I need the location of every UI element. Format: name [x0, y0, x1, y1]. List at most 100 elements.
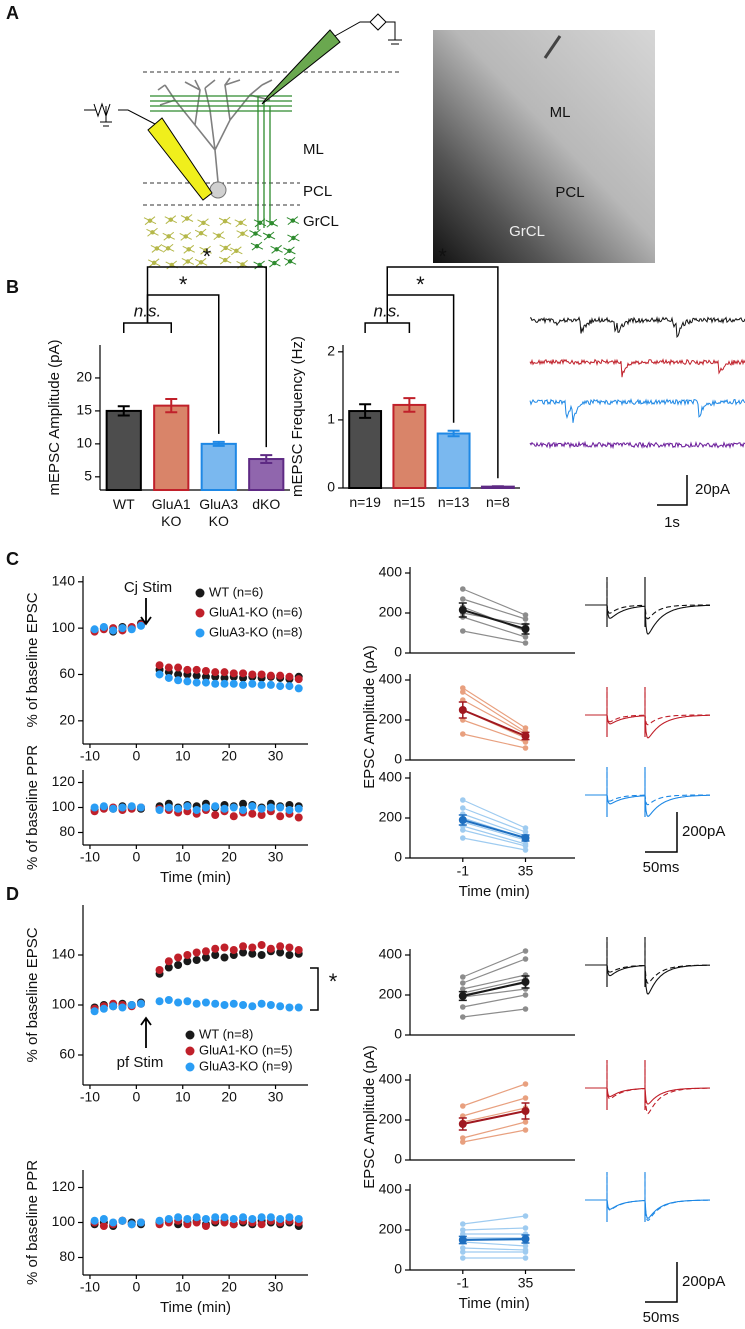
significance-bracket: [364, 322, 411, 333]
data-point: [229, 679, 238, 688]
data-point: [239, 942, 248, 951]
data-point: [164, 996, 173, 1004]
data-point: [155, 1216, 164, 1225]
granule-soma: [168, 217, 173, 222]
cell-point: [460, 1231, 466, 1237]
x-tick-label: 0: [132, 748, 140, 764]
data-point: [164, 803, 173, 812]
bar: [392, 403, 427, 489]
cell-line: [462, 988, 526, 998]
cell-point: [460, 1227, 466, 1233]
data-point: [192, 999, 201, 1008]
cell-point: [460, 1139, 466, 1145]
cell-point: [522, 1127, 529, 1133]
y-tick-label: 400: [379, 671, 403, 687]
significance-label: *: [203, 244, 212, 269]
mean-point: [521, 978, 530, 986]
error-bar: [117, 405, 130, 417]
bar: [248, 458, 285, 492]
legend-label: GluA1-KO (n=6): [209, 604, 303, 619]
cell-line: [462, 1215, 526, 1225]
significance-bracket: [123, 322, 172, 333]
x-tick-label: 10: [175, 849, 191, 865]
significance-label: *: [416, 272, 425, 297]
data-point: [174, 1213, 183, 1222]
cell-line: [462, 799, 526, 829]
y-tick-label: 200: [379, 986, 403, 1002]
granule-soma: [272, 260, 277, 266]
legend-marker: [195, 588, 205, 598]
x-axis-label: Time (min): [160, 1299, 231, 1316]
data-point: [183, 951, 192, 959]
data-point: [229, 999, 238, 1008]
purkinje-soma: [209, 181, 227, 199]
scale-bar: [657, 475, 688, 506]
mean-point: [458, 1120, 467, 1128]
data-point: [174, 961, 183, 969]
micrograph-pipette: [543, 35, 562, 59]
x-tick-label: -10: [80, 849, 100, 865]
data-point: [276, 671, 285, 680]
cell-point: [460, 974, 466, 980]
cell-point: [460, 596, 466, 602]
data-point: [127, 625, 136, 634]
data-point: [211, 999, 220, 1008]
cell-point: [522, 843, 529, 849]
granule-soma: [198, 260, 204, 265]
cell-point: [522, 829, 529, 835]
data-point: [248, 943, 257, 952]
data-point: [294, 813, 303, 822]
data-point: [174, 804, 183, 813]
data-point: [276, 812, 285, 821]
significance-label: *: [329, 969, 338, 994]
data-point: [183, 802, 192, 811]
stim-arrow: [140, 1016, 152, 1048]
cell-line: [462, 994, 526, 1008]
y-tick-label: 140: [52, 946, 76, 962]
mean-line: [462, 819, 526, 839]
data-point: [220, 673, 229, 682]
data-point: [201, 1222, 210, 1230]
mean-line: [462, 709, 526, 737]
data-point: [118, 1003, 127, 1012]
scale-label: 1s: [664, 514, 680, 531]
mepsc-trace: [529, 358, 745, 378]
data-point: [183, 677, 192, 686]
cell-line: [462, 978, 526, 994]
y-axis-label: mEPSC Frequency (Hz): [289, 336, 306, 497]
granule-soma: [203, 248, 208, 253]
granule-soma: [150, 230, 155, 235]
data-point: [276, 803, 285, 812]
y-axis-label: EPSC Amplitude (pA): [361, 645, 378, 788]
data-point: [118, 1216, 127, 1225]
error-bar: [359, 403, 372, 419]
x-tick-label: GluA3 KO: [199, 496, 239, 529]
cell-point: [522, 1249, 529, 1255]
bar: [436, 432, 471, 489]
cell-line: [462, 1247, 526, 1251]
data-point: [276, 942, 285, 951]
cell-point: [460, 797, 466, 803]
data-point: [127, 802, 136, 811]
granule-soma: [290, 218, 296, 223]
cell-line: [462, 1241, 526, 1247]
y-tick-label: 100: [52, 619, 76, 635]
y-tick-label: 400: [379, 946, 403, 962]
data-point: [201, 803, 210, 812]
data-point: [257, 999, 266, 1008]
mean-point: [458, 992, 467, 1000]
granule-soma: [151, 260, 157, 266]
data-point: [174, 676, 183, 685]
data-point: [294, 804, 303, 813]
cell-line: [462, 950, 526, 978]
cell-line: [462, 687, 526, 729]
y-tick-label: 140: [52, 572, 76, 588]
cell-line: [462, 630, 526, 644]
cell-line: [462, 733, 526, 749]
x-tick-label: 0: [132, 849, 140, 865]
cell-line: [462, 829, 526, 847]
data-point: [229, 946, 238, 954]
x-tick-label: n=8: [486, 494, 510, 510]
data-point: [183, 1215, 192, 1223]
